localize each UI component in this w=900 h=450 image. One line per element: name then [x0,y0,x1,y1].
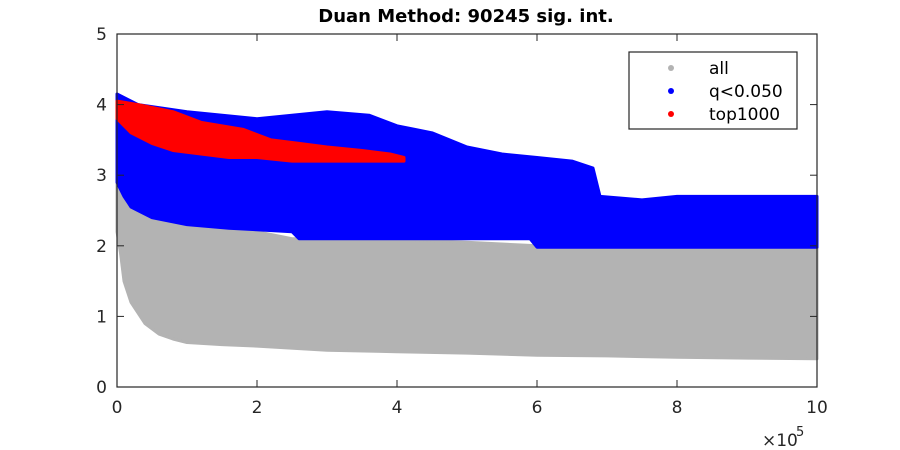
y-tick-label-3: 3 [96,166,107,186]
y-tick-label-1: 1 [96,307,107,327]
legend-marker-2 [668,111,674,117]
chart-title: Duan Method: 90245 sig. int. [318,6,613,27]
x-axis-multiplier-base: ×10 [762,431,798,450]
x-tick-label-0: 0 [112,398,123,418]
x-axis-multiplier-exponent: 5 [796,425,804,440]
x-tick-label-2: 4 [392,398,403,418]
ticks-layer: 0 2 4 6 8 10 0 1 2 3 4 5 [96,25,828,418]
y-tick-label-2: 2 [96,237,107,257]
series-2-band [115,99,406,163]
y-tick-label-5: 5 [96,25,107,45]
plot-frame [116,33,818,388]
legend-box [628,51,798,130]
series-layer [115,92,819,361]
legend: all q<0.050 top1000 [628,51,798,130]
legend-label-0: all [709,59,729,79]
legend-label-2: top1000 [709,105,780,125]
x-tick-label-1: 2 [252,398,263,418]
x-axis-multiplier: ×10 5 [762,425,804,450]
legend-marker-1 [668,88,674,94]
legend-label-1: q<0.050 [709,82,783,102]
legend-marker-0 [668,65,674,71]
x-tick-label-5: 10 [806,398,828,418]
legend-items: all q<0.050 top1000 [668,59,783,125]
y-tick-label-0: 0 [96,378,107,398]
x-tick-label-3: 6 [532,398,543,418]
y-tick-label-4: 4 [96,96,107,116]
series-1-band [115,92,819,249]
x-tick-label-4: 8 [672,398,683,418]
